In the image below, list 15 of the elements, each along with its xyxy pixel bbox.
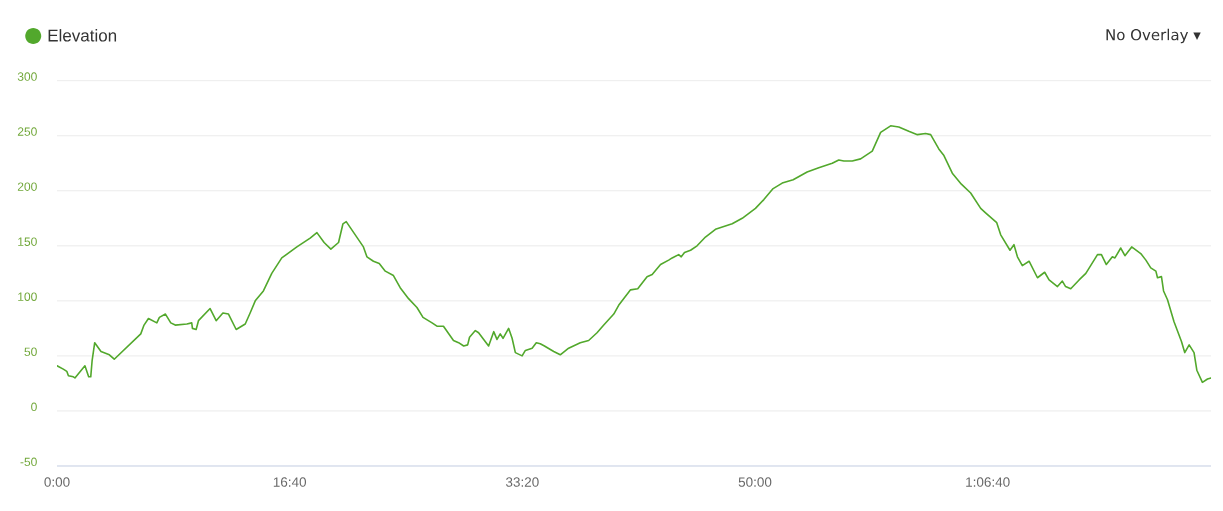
text: No Overlay ▾: [1106, 28, 1201, 44]
y-tick-label: -50: [20, 457, 37, 467]
x-tick-label: 1:06:40: [966, 477, 1010, 487]
x-tick-label: 50:00: [738, 477, 772, 487]
y-tick-label: 300: [17, 72, 37, 81]
x-tick-label: 16:40: [273, 477, 307, 487]
x-tick-label: 0:00: [44, 477, 70, 487]
legend-label: Elevation: [48, 29, 117, 42]
y-tick-label: 100: [18, 292, 37, 301]
y-tick-label: 0: [31, 402, 37, 412]
y-tick-label: 200: [17, 182, 37, 191]
x-tick-label: 33:20: [505, 477, 539, 487]
y-tick-label: 250: [17, 127, 37, 136]
y-tick-label: 50: [24, 347, 37, 357]
y-tick-label: 150: [18, 237, 37, 246]
